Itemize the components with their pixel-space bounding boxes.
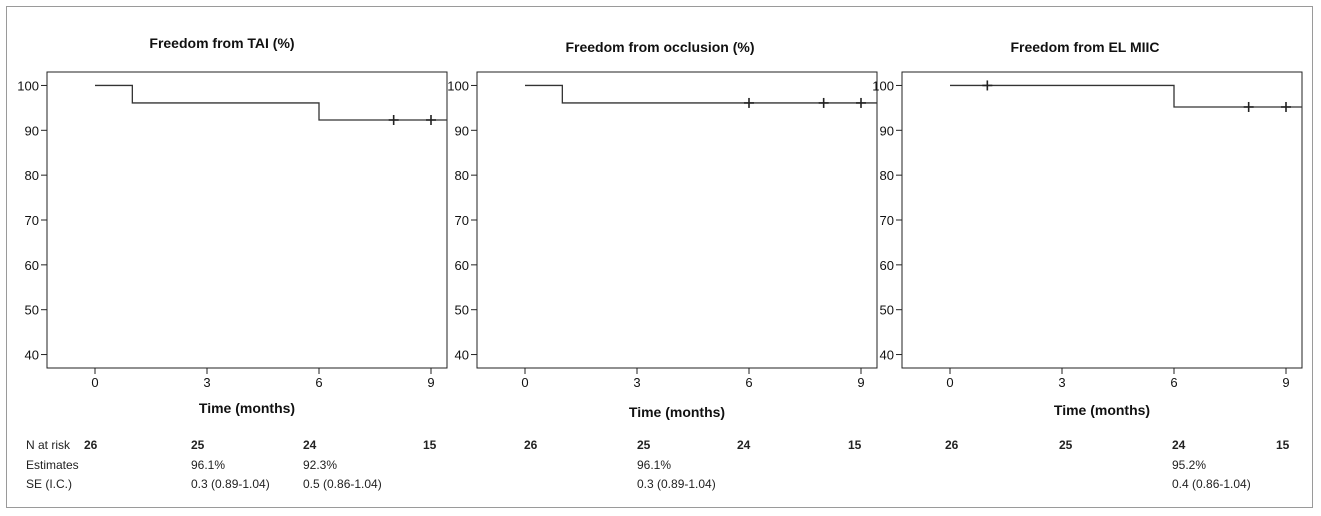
censor-mark [744, 97, 754, 108]
y-tick-label: 100 [872, 78, 894, 93]
risk-p1-n0: 26 [84, 438, 98, 452]
km-panel-occlusion: Freedom from occlusion (%)10090807060504… [447, 39, 878, 420]
risk-p1-n9: 15 [423, 438, 437, 452]
y-tick-label: 90 [880, 123, 894, 138]
se-p1-b: 0.5 (0.86-1.04) [303, 477, 382, 491]
plot-area [901, 71, 1303, 369]
risk-p2-n3: 25 [637, 438, 651, 452]
risk-p3-n9: 15 [1276, 438, 1290, 452]
y-tick-label: 70 [455, 213, 469, 228]
survival-curve [950, 84, 1302, 108]
y-tick-label: 40 [880, 348, 894, 363]
x-tick-label: 0 [521, 375, 528, 390]
x-axis-title: Time (months) [199, 400, 295, 416]
x-axis-title: Time (months) [1054, 402, 1150, 418]
y-tick-label: 40 [455, 348, 469, 363]
x-tick-label: 6 [315, 375, 322, 390]
y-tick-label: 100 [17, 78, 39, 93]
y-tick-label: 90 [25, 123, 39, 138]
y-tick-label: 80 [25, 168, 39, 183]
x-tick-label: 0 [91, 375, 98, 390]
estimate-p1-b: 92.3% [303, 458, 338, 472]
censor-mark [982, 80, 993, 91]
x-tick-label: 9 [857, 375, 864, 390]
x-tick-label: 6 [745, 375, 752, 390]
plot-area [476, 71, 878, 369]
x-tick-label: 3 [203, 375, 210, 390]
x-tick-label: 0 [946, 375, 953, 390]
se-p2-a: 0.3 (0.89-1.04) [637, 477, 716, 491]
y-tick-label: 80 [455, 168, 469, 183]
plot-area [46, 71, 448, 369]
y-tick-label: 70 [880, 213, 894, 228]
y-tick-label: 90 [455, 123, 469, 138]
y-tick-label: 60 [455, 258, 469, 273]
se-p1-a: 0.3 (0.89-1.04) [191, 477, 270, 491]
y-tick-label: 50 [455, 303, 469, 318]
y-tick-label: 60 [880, 258, 894, 273]
x-tick-label: 3 [633, 375, 640, 390]
risk-p2-n9: 15 [848, 438, 862, 452]
chart-title: Freedom from TAI (%) [149, 35, 294, 51]
chart-title: Freedom from occlusion (%) [565, 39, 754, 55]
censor-mark [818, 97, 829, 108]
y-tick-label: 80 [880, 168, 894, 183]
estimates-label: Estimates [26, 458, 79, 472]
y-tick-label: 60 [25, 258, 39, 273]
censor-mark [1281, 101, 1291, 112]
censor-mark [388, 114, 399, 125]
x-tick-label: 3 [1058, 375, 1065, 390]
y-tick-label: 50 [880, 303, 894, 318]
x-tick-label: 9 [1282, 375, 1289, 390]
risk-p3-n3: 25 [1059, 438, 1073, 452]
x-tick-label: 9 [427, 375, 434, 390]
x-tick-label: 6 [1170, 375, 1177, 390]
risk-p1-n3: 25 [191, 438, 205, 452]
survival-curve [525, 84, 877, 104]
risk-p2-n6: 24 [737, 438, 751, 452]
risk-p1-n6: 24 [303, 438, 317, 452]
se-p3-a: 0.4 (0.86-1.04) [1172, 477, 1251, 491]
at-risk-label: N at risk [26, 438, 71, 452]
se-label: SE (I.C.) [26, 477, 73, 491]
estimate-p1-a: 96.1% [191, 458, 226, 472]
km-panel-tai: Freedom from TAI (%) 100 90 80 70 60 50 40 0 3 6 9 T… [17, 35, 448, 416]
censor-mark [426, 114, 436, 125]
estimate-p2-a: 96.1% [637, 458, 672, 472]
risk-p3-n6: 24 [1172, 438, 1186, 452]
survival-curve [95, 84, 447, 121]
x-axis-title: Time (months) [629, 404, 725, 420]
y-tick-label: 100 [447, 78, 469, 93]
km-panel-el-miic: Freedom from EL MIIC 100 90 80 70 60 50 40 0 3 6 9 T… [872, 39, 1303, 418]
risk-p2-n0: 26 [524, 438, 538, 452]
censor-mark [856, 97, 866, 108]
y-tick-label: 50 [25, 303, 39, 318]
y-tick-label: 40 [25, 348, 39, 363]
chart-title: Freedom from EL MIIC [1010, 39, 1159, 55]
censor-mark [1243, 101, 1254, 112]
risk-p3-n0: 26 [945, 438, 959, 452]
y-tick-label: 70 [25, 213, 39, 228]
estimate-p3-a: 95.2% [1172, 458, 1207, 472]
